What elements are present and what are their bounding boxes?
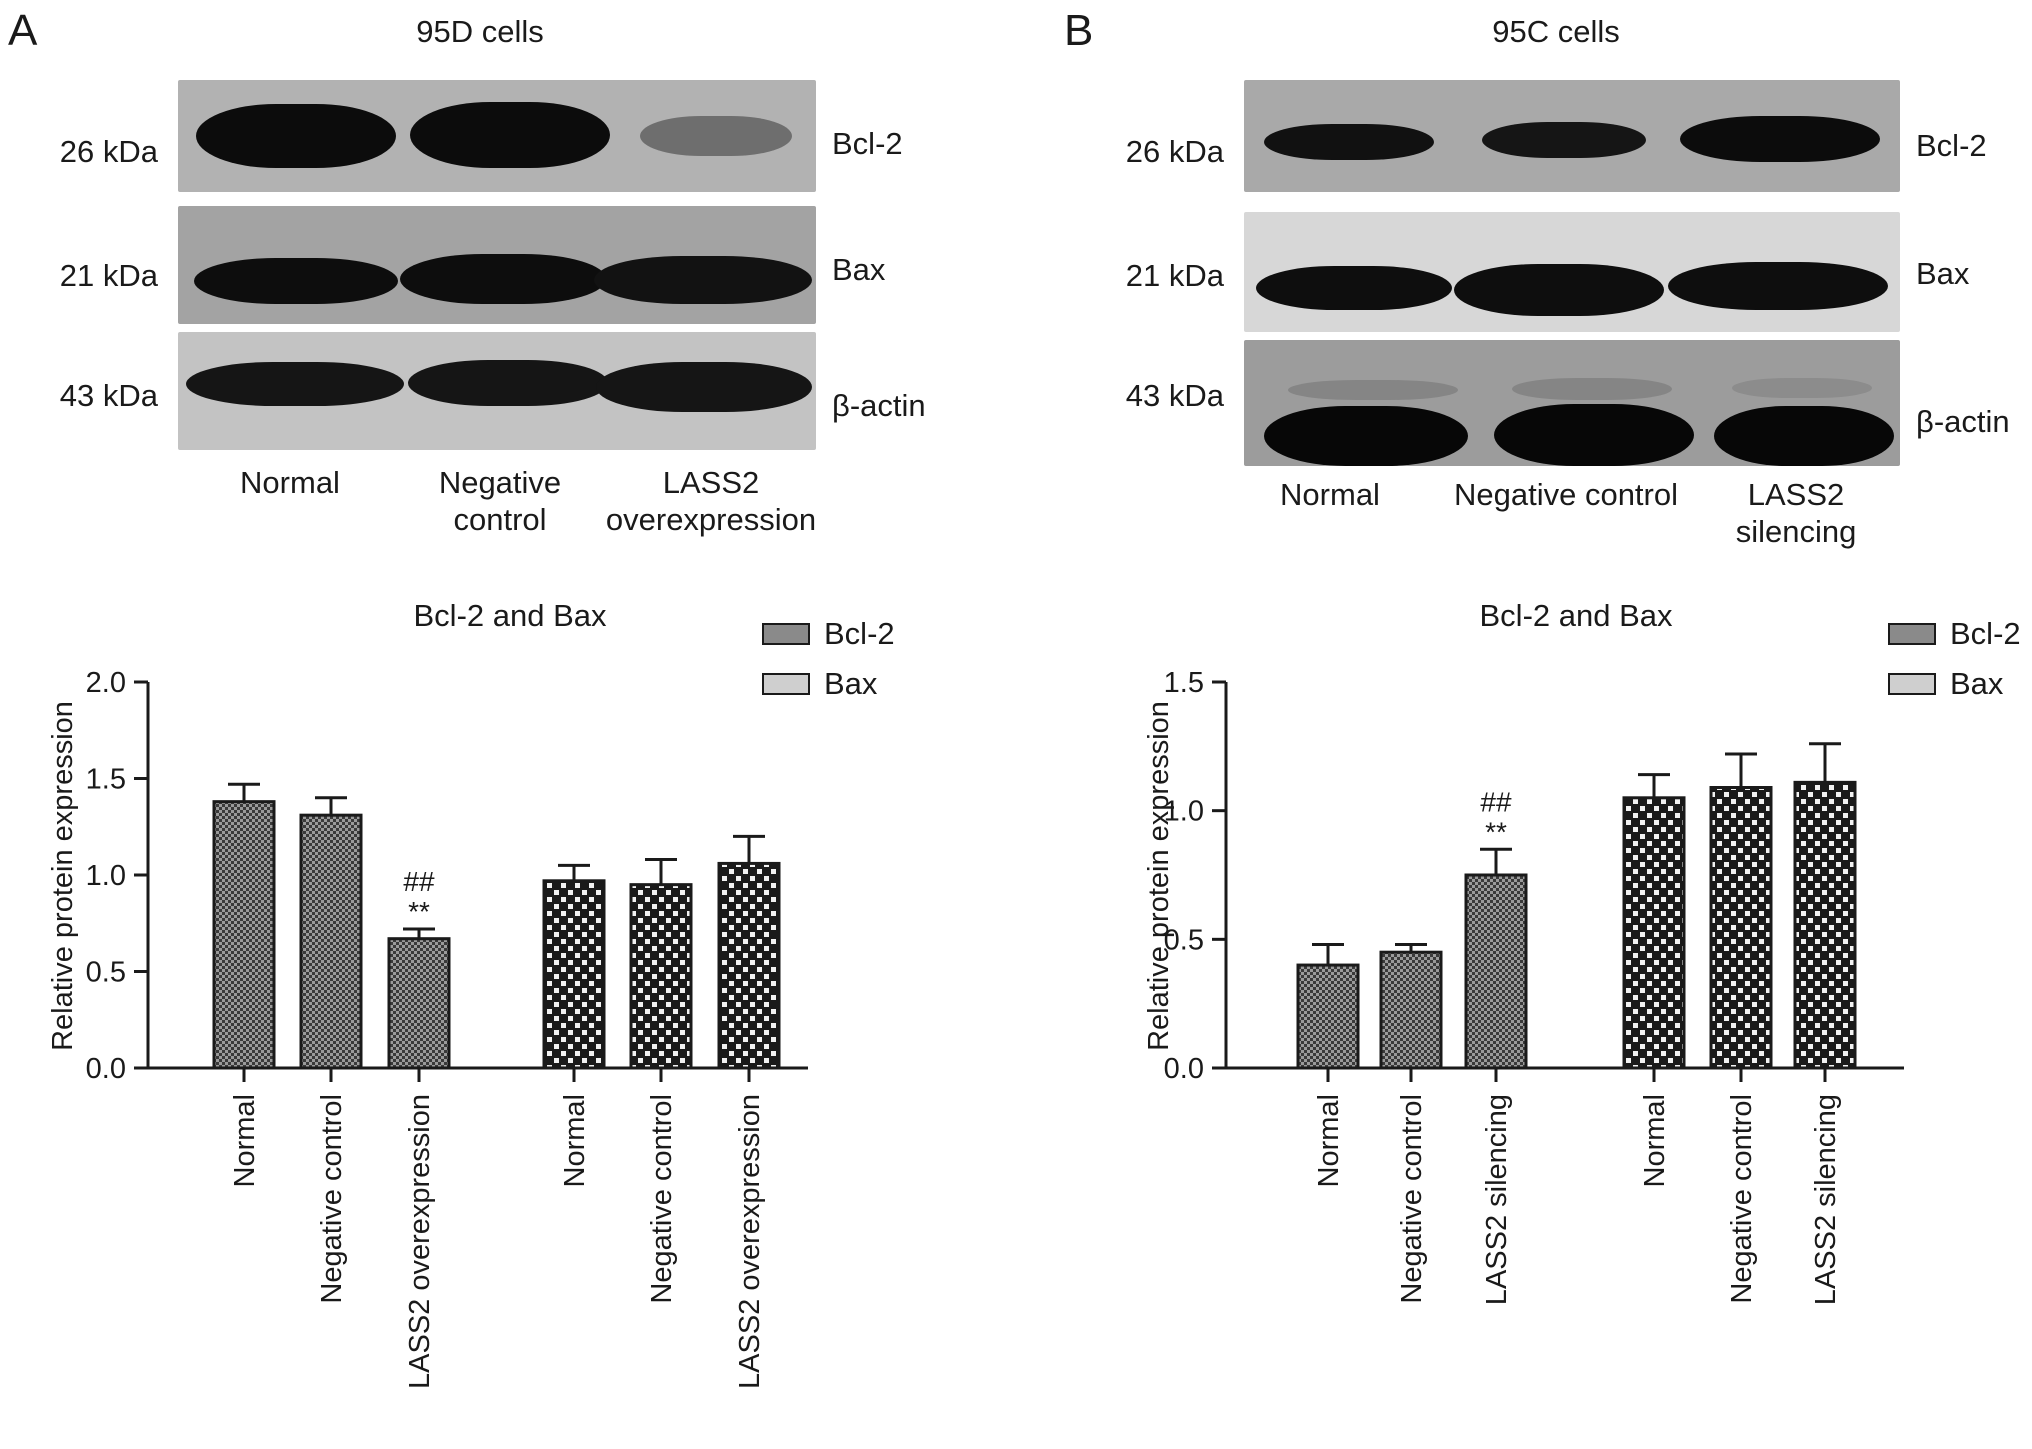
lane-label: Negative control bbox=[438, 465, 562, 538]
lane-label: Normal bbox=[240, 465, 340, 500]
kda-label: 43 kDa bbox=[1125, 378, 1224, 413]
kda-label: 21 kDa bbox=[59, 258, 158, 293]
bar-chart-b: Relative protein expression 0.0 0.5 1.0 1.5… bbox=[1143, 667, 1904, 1305]
kda-label: 43 kDa bbox=[59, 378, 158, 413]
panel-letter: A bbox=[8, 6, 38, 55]
legend-swatch-fine bbox=[762, 623, 810, 645]
x-tick-label: LASS2 silencing bbox=[1481, 1094, 1513, 1305]
kda-label: 26 kDa bbox=[59, 134, 158, 169]
y-axis-label: Relative protein expression bbox=[1143, 701, 1175, 1051]
chart-legend: Bcl-2 Bax bbox=[762, 614, 895, 714]
chart-title: Bcl-2 and Bax bbox=[413, 598, 607, 633]
chart-title: Bcl-2 and Bax bbox=[1479, 598, 1673, 633]
bar-bax bbox=[629, 883, 693, 1070]
legend-swatch-fine bbox=[1888, 623, 1936, 645]
bar-bax bbox=[717, 861, 781, 1070]
bar-bcl2 bbox=[1464, 873, 1528, 1070]
protein-label: β-actin bbox=[832, 388, 926, 423]
legend-item-bcl2: Bcl-2 bbox=[762, 614, 895, 654]
y-tick-label: 0.0 bbox=[86, 1053, 126, 1085]
bar-bax bbox=[1793, 780, 1857, 1070]
lane-label: Negative control bbox=[1453, 477, 1678, 512]
bar-bcl2 bbox=[299, 813, 363, 1070]
legend-label: Bcl-2 bbox=[1950, 616, 2021, 651]
legend-swatch-checker bbox=[1888, 673, 1936, 695]
y-tick-label: 1.5 bbox=[1164, 667, 1204, 699]
blot-actin-image bbox=[178, 332, 816, 450]
significance-label: ## bbox=[403, 866, 435, 897]
significance-label: ** bbox=[408, 896, 430, 927]
kda-label: 26 kDa bbox=[1125, 134, 1224, 169]
protein-label: Bcl-2 bbox=[832, 126, 903, 161]
chart-legend: Bcl-2 Bax bbox=[1888, 614, 2021, 714]
bar-chart-a: Relative protein expression 0.0 0.5 1.0 1.5… bbox=[47, 667, 808, 1389]
panel-letter: B bbox=[1064, 6, 1094, 55]
lane-label: LASS2 silencing bbox=[1735, 477, 1857, 550]
legend-item-bax: Bax bbox=[762, 664, 895, 704]
bar-bax bbox=[1622, 796, 1686, 1070]
y-tick-label: 0.5 bbox=[1164, 924, 1204, 956]
x-tick-label: Normal bbox=[229, 1094, 261, 1187]
blot-bcl2-image bbox=[1244, 80, 1900, 192]
y-tick-label: 1.0 bbox=[1164, 796, 1204, 828]
x-tick-label: LASS2 silencing bbox=[1810, 1094, 1842, 1305]
bar-bcl2 bbox=[212, 800, 276, 1070]
x-tick-label: Normal bbox=[1313, 1094, 1345, 1187]
y-axis-label: Relative protein expression bbox=[47, 701, 79, 1051]
x-tick-label: LASS2 overexpression bbox=[404, 1094, 436, 1389]
blot-bax-image bbox=[1244, 212, 1900, 332]
cells-title: 95C cells bbox=[1492, 14, 1620, 49]
legend-label: Bcl-2 bbox=[824, 616, 895, 651]
legend-label: Bax bbox=[824, 666, 878, 701]
panel-a: A 95D cells 26 kDa Bcl-2 21 kDa Bax 43 k… bbox=[8, 6, 926, 1389]
x-tick-label: Normal bbox=[1639, 1094, 1671, 1187]
significance-label: ## bbox=[1480, 786, 1512, 817]
bar-bcl2 bbox=[1296, 963, 1360, 1070]
y-tick-label: 0.5 bbox=[86, 957, 126, 989]
protein-label: β-actin bbox=[1916, 404, 2010, 439]
bar-bcl2 bbox=[1379, 950, 1443, 1070]
legend-item-bcl2: Bcl-2 bbox=[1888, 614, 2021, 654]
y-tick-label: 1.5 bbox=[86, 764, 126, 796]
blot-actin-image bbox=[1244, 340, 1900, 466]
y-tick-label: 2.0 bbox=[86, 667, 126, 699]
protein-label: Bcl-2 bbox=[1916, 128, 1987, 163]
bar-bax bbox=[542, 879, 606, 1070]
x-tick-label: Normal bbox=[559, 1094, 591, 1187]
x-tick-label: Negative control bbox=[1396, 1094, 1428, 1304]
x-tick-label: Negative control bbox=[646, 1094, 678, 1304]
significance-label: ** bbox=[1485, 816, 1507, 847]
protein-label: Bax bbox=[1916, 256, 1970, 291]
y-tick-label: 0.0 bbox=[1164, 1053, 1204, 1085]
lane-label: LASS2 overexpression bbox=[605, 465, 817, 538]
legend-swatch-checker bbox=[762, 673, 810, 695]
kda-label: 21 kDa bbox=[1125, 258, 1224, 293]
lane-label: Normal bbox=[1280, 477, 1380, 512]
protein-label: Bax bbox=[832, 252, 886, 287]
panel-b: B 95C cells 26 kDa Bcl-2 21 kDa Bax 43 k… bbox=[1016, 0, 2032, 1449]
legend-item-bax: Bax bbox=[1888, 664, 2021, 704]
y-tick-label: 1.0 bbox=[86, 860, 126, 892]
legend-label: Bax bbox=[1950, 666, 2004, 701]
cells-title: 95D cells bbox=[416, 14, 544, 49]
x-tick-label: Negative control bbox=[316, 1094, 348, 1304]
x-tick-label: LASS2 overexpression bbox=[734, 1094, 766, 1389]
blot-bcl2-image bbox=[178, 80, 816, 192]
bar-bcl2 bbox=[387, 937, 451, 1070]
bar-bax bbox=[1709, 786, 1773, 1070]
blot-bax-image bbox=[178, 206, 816, 324]
x-tick-label: Negative control bbox=[1726, 1094, 1758, 1304]
